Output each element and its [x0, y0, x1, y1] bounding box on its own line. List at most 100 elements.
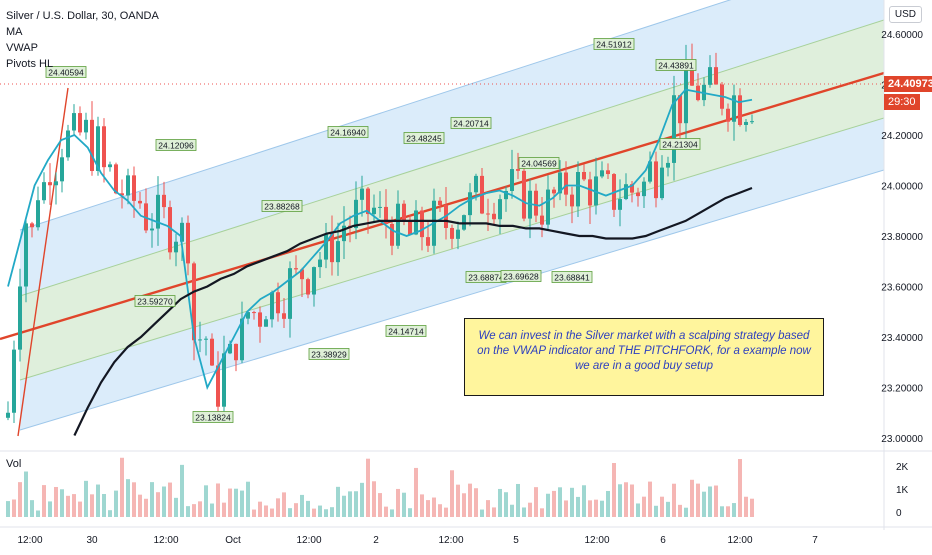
- candle-body: [72, 113, 76, 131]
- volume-bar: [264, 505, 268, 517]
- volume-bar: [18, 482, 22, 517]
- volume-bar: [78, 501, 82, 517]
- channel-border-2: [19, 117, 884, 381]
- volume-axis-tick: 2K: [896, 462, 909, 473]
- volume-bar: [312, 508, 316, 517]
- pivot-label-text: 23.88268: [264, 202, 300, 212]
- candle-body: [330, 233, 334, 263]
- volume-bar: [132, 482, 136, 517]
- candle-body: [558, 172, 562, 194]
- pivot-label-text: 24.51912: [596, 40, 632, 50]
- volume-bar: [342, 495, 346, 517]
- volume-bar: [546, 493, 550, 517]
- candle-body: [738, 95, 742, 125]
- volume-bar: [414, 467, 418, 517]
- volume-bar: [588, 500, 592, 517]
- volume-bar: [468, 483, 472, 517]
- channel-border-1: [19, 19, 884, 297]
- legend-vwap[interactable]: VWAP: [6, 42, 38, 54]
- candle-body: [234, 343, 238, 361]
- volume-bar: [648, 481, 652, 517]
- time-axis-tick: 12:00: [584, 535, 609, 546]
- pivot-label-box: [593, 38, 635, 50]
- volume-bar: [72, 494, 76, 517]
- candle-body: [582, 171, 586, 180]
- pivot-label-text: 23.68841: [554, 273, 590, 283]
- currency-button[interactable]: USD: [888, 6, 922, 23]
- candle-body: [180, 222, 184, 242]
- candle-body: [336, 241, 340, 263]
- pivot-label-text: 24.40594: [48, 68, 84, 78]
- volume-bar: [528, 502, 532, 517]
- volume-bar: [234, 488, 238, 517]
- volume-bar: [642, 496, 646, 517]
- volume-bar: [138, 494, 142, 517]
- time-axis-tick: 12:00: [296, 535, 321, 546]
- volume-bar: [450, 470, 454, 517]
- candle-body: [402, 203, 406, 222]
- volume-bar: [186, 506, 190, 517]
- candle-body: [654, 161, 658, 199]
- volume-bar: [270, 508, 274, 517]
- volume-label[interactable]: Vol: [6, 458, 22, 470]
- pitchfork-handle: [17, 87, 69, 437]
- volume-bar: [90, 494, 94, 517]
- legend-ma[interactable]: MA: [6, 26, 23, 38]
- candle-body: [306, 279, 310, 295]
- candle-body: [540, 215, 544, 225]
- pivot-label-text: 24.20714: [453, 119, 489, 129]
- volume-bar: [456, 484, 460, 517]
- candle-body: [714, 67, 718, 85]
- pivot-label-box: [308, 348, 350, 360]
- candle-body: [420, 210, 424, 238]
- volume-bar: [498, 488, 502, 517]
- candle-body: [630, 184, 634, 193]
- candle-body: [228, 343, 232, 354]
- volume-bar: [396, 488, 400, 517]
- pivot-label-text: 23.59270: [137, 297, 173, 307]
- candle-body: [12, 349, 16, 413]
- volume-bar: [660, 496, 664, 517]
- candle-body: [120, 193, 124, 196]
- candle-body: [24, 223, 28, 287]
- volume-bar: [6, 501, 10, 517]
- volume-bar: [318, 505, 322, 517]
- candle-body: [174, 241, 178, 253]
- candle-body: [576, 171, 580, 207]
- candle-body: [96, 126, 100, 171]
- candle-body: [258, 312, 262, 327]
- candle-body: [552, 189, 556, 194]
- pivot-label-text: 24.43891: [658, 61, 694, 71]
- volume-bar: [534, 487, 538, 517]
- last-price-tag: 24.40973: [884, 76, 932, 92]
- legend-pivots[interactable]: Pivots HL: [6, 58, 54, 70]
- volume-bar: [288, 508, 292, 517]
- price-axis-tick: 23.40000: [881, 333, 923, 344]
- volume-bar: [216, 483, 220, 517]
- candle-body: [156, 194, 160, 229]
- volume-bar: [726, 506, 730, 517]
- volume-bar: [144, 498, 148, 517]
- volume-bar: [738, 459, 742, 517]
- candle-body: [246, 312, 250, 319]
- candle-body: [624, 184, 628, 200]
- volume-bar: [606, 490, 610, 517]
- pivot-label-box: [155, 139, 197, 151]
- pivot-label-text: 23.68874: [468, 273, 504, 283]
- candle-body: [264, 319, 268, 327]
- volume-bar: [558, 487, 562, 517]
- price-axis-tick: 23.80000: [881, 232, 923, 243]
- pivot-label-box: [403, 132, 445, 144]
- candle-body: [618, 199, 622, 210]
- candle-body: [588, 179, 592, 206]
- volume-bar: [624, 482, 628, 517]
- candle-body: [186, 222, 190, 264]
- price-axis-tick: 23.60000: [881, 283, 923, 294]
- pitchfork-median: [0, 71, 884, 341]
- pivot-label-box: [500, 270, 542, 282]
- candle-body: [408, 221, 412, 235]
- volume-bar: [324, 509, 328, 517]
- time-axis-tick: 6: [660, 535, 666, 546]
